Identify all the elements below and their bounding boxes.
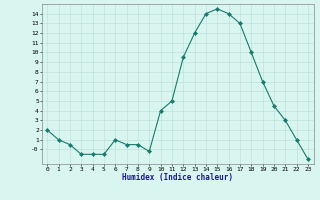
X-axis label: Humidex (Indice chaleur): Humidex (Indice chaleur)	[122, 173, 233, 182]
